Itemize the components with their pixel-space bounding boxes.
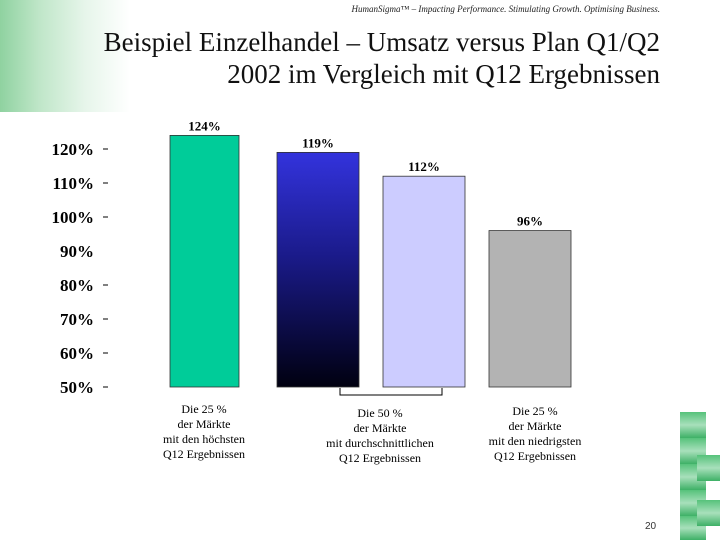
y-tick-label: 60% bbox=[60, 344, 94, 363]
y-tick-label: 120% bbox=[52, 140, 95, 159]
slide-title-line-2: 2002 im Vergleich mit Q12 Ergebnissen bbox=[227, 59, 660, 89]
category-label: Die 25 % der Märkte mit den höchsten Q12 Er… bbox=[162, 402, 246, 461]
decoration-tile bbox=[697, 455, 720, 481]
page-number: 20 bbox=[645, 521, 657, 532]
bar-value-label: 119% bbox=[302, 135, 334, 150]
bar-value-label: 96% bbox=[517, 214, 543, 229]
y-tick-label: 110% bbox=[52, 174, 94, 193]
y-tick-label: 50% bbox=[60, 378, 94, 397]
y-tick-label: 70% bbox=[60, 310, 94, 329]
y-tick-label: 80% bbox=[60, 276, 94, 295]
y-tick-label: 90% bbox=[60, 242, 94, 261]
slide-title-line-1: Beispiel Einzelhandel – Umsatz versus Pl… bbox=[103, 27, 660, 57]
bar bbox=[382, 175, 466, 388]
y-tick-label: 100% bbox=[52, 208, 95, 227]
bar bbox=[276, 151, 360, 388]
bar-value-label: 124% bbox=[188, 118, 221, 133]
bar-value-label: 112% bbox=[408, 159, 440, 174]
category-label: Die 50 % der Märkte mit durchschnittlichen… bbox=[326, 406, 434, 465]
category-label: Die 25 % der Märkte mit den niedrigsten Q12… bbox=[488, 404, 582, 463]
bar bbox=[169, 134, 240, 388]
slide-title: Beispiel Einzelhandel – Umsatz versus Pl… bbox=[40, 26, 660, 90]
tagline: HumanSigma™ – Impacting Performance. Sti… bbox=[351, 4, 660, 14]
decoration-tile bbox=[697, 500, 720, 526]
middle-group-bracket bbox=[339, 388, 443, 396]
header-decoration bbox=[0, 0, 130, 112]
decoration-tile bbox=[680, 412, 706, 438]
bar bbox=[488, 230, 572, 388]
